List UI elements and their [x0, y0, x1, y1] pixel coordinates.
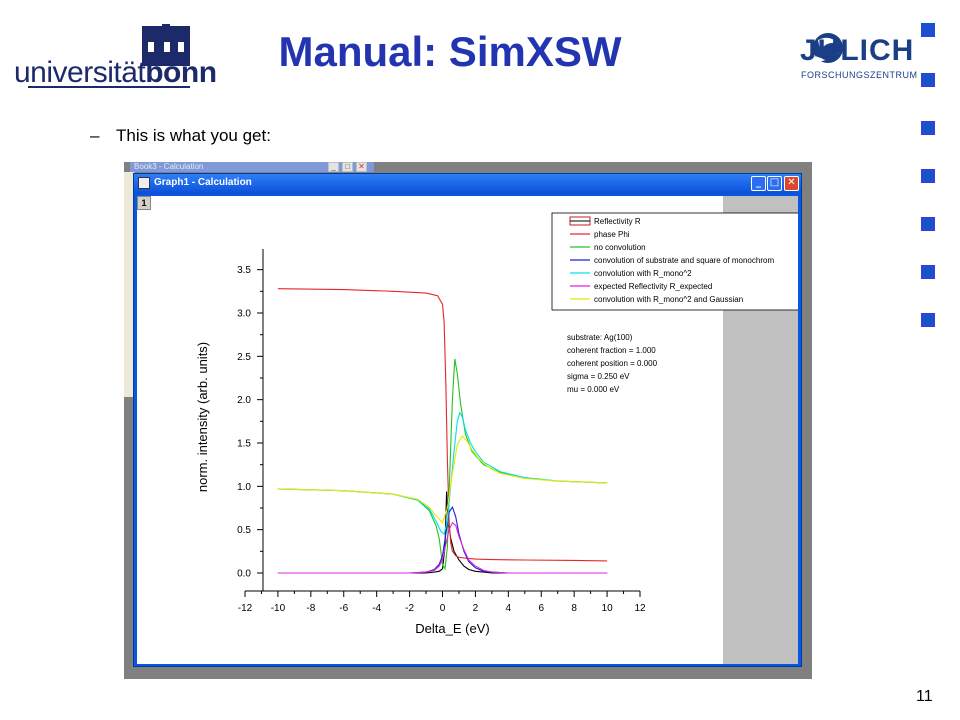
bonn-logo-suffix: bonn [145, 56, 217, 89]
bonn-logo-prefix: universität [14, 56, 146, 89]
close-button[interactable]: ✕ [784, 176, 799, 191]
back-window-title: Book3 - Calculation [134, 162, 204, 171]
series-line-6 [277, 521, 608, 574]
back-close-button[interactable]: ✕ [356, 162, 367, 172]
plot-area: -12 -10 -8 -6 -4 -2 0 2 4 6 8 10 12 0.0 0.5 1.0 1.5 2.0 2.… [195, 212, 798, 636]
x-tick-label: -4 [372, 603, 381, 614]
annotation-line: mu = 0.000 eV [567, 385, 620, 394]
decor-square [921, 73, 935, 87]
legend-label: convolution of substrate and square of m… [594, 256, 774, 265]
x-tick-label: 12 [634, 603, 646, 614]
annotation-line: coherent position = 0.000 [567, 359, 658, 368]
decor-square [921, 121, 935, 135]
y-tick-label: 1.0 [237, 482, 251, 493]
x-tick-label: 10 [602, 603, 614, 614]
julich-logo-name: JÜLICH [800, 34, 915, 67]
x-tick-label: -6 [339, 603, 348, 614]
graph-window: Graph1 - Calculation _ □ ✕ -12 -10 -8 -6 -4-… [133, 173, 802, 667]
series-line-7 [277, 435, 608, 524]
x-tick-label: 6 [538, 603, 544, 614]
back-window-titlebar[interactable]: Book3 - Calculation _ □ ✕ [130, 162, 374, 172]
legend-label: convolution with R_mono^2 [594, 269, 692, 278]
maximize-button[interactable]: □ [767, 176, 782, 191]
graph-window-titlebar[interactable]: Graph1 - Calculation _ □ ✕ [134, 174, 801, 194]
decor-square [921, 169, 935, 183]
decor-square [921, 217, 935, 231]
x-tick-label: -8 [306, 603, 315, 614]
legend-label: expected Reflectivity R_expected [594, 282, 712, 291]
series-line-1 [277, 491, 608, 574]
legend-label: Reflectivity R [594, 217, 641, 226]
annotation-line: sigma = 0.250 eV [567, 372, 630, 381]
x-tick-label: 0 [440, 603, 446, 614]
x-tick-label: -12 [238, 603, 253, 614]
julich-logo-icon [813, 33, 843, 63]
annotation-line: coherent fraction = 1.000 [567, 346, 656, 355]
x-tick-label: -10 [271, 603, 286, 614]
series-line-3 [277, 358, 608, 571]
x-tick-label: -2 [405, 603, 414, 614]
page-title: Manual: SimXSW [278, 28, 622, 75]
minimize-button[interactable]: _ [751, 176, 766, 191]
x-tick-label: 4 [506, 603, 512, 614]
x-tick-label: 2 [473, 603, 479, 614]
y-tick-label: 0.0 [237, 569, 251, 580]
legend-box [551, 212, 798, 311]
y-tick-label: 3.0 [237, 309, 251, 320]
layer-tab[interactable]: 1 [137, 196, 151, 210]
legend-label: no convolution [594, 243, 646, 252]
series-line-5 [277, 411, 608, 535]
y-tick-label: 0.5 [237, 525, 251, 536]
legend-label: phase Phi [594, 230, 630, 239]
bonn-logo-text: universitätbonn [14, 56, 217, 90]
decor-square [921, 23, 935, 37]
series-line-2 [277, 288, 608, 562]
x-tick-label: 8 [571, 603, 577, 614]
graph-canvas[interactable]: -12 -10 -8 -6 -4 -2 0 2 4 6 8 10 12 0.0 0.5 1.0 1.5 2.0 2.… [137, 196, 798, 664]
legend-label: convolution with R_mono^2 and Gaussian [594, 295, 743, 304]
graph-window-icon [138, 177, 150, 189]
bullet-text: This is what you get: [116, 126, 271, 145]
x-axis-label: Delta_E (eV) [415, 621, 489, 636]
decor-square [921, 265, 935, 279]
back-minimize-button[interactable]: _ [328, 162, 339, 172]
y-tick-label: 2.0 [237, 395, 251, 406]
decor-square [921, 313, 935, 327]
y-tick-label: 1.5 [237, 439, 251, 450]
julich-logo-sub: FORSCHUNGSZENTRUM [801, 70, 918, 80]
page-number: 11 [916, 688, 933, 705]
bullet-dash: – [90, 126, 100, 145]
y-tick-label: 2.5 [237, 352, 251, 363]
series-line-4 [277, 505, 608, 574]
back-maximize-button[interactable]: □ [342, 162, 353, 172]
university-bonn-logo [28, 24, 190, 88]
y-tick-label: 3.5 [237, 265, 251, 276]
y-axis-label: norm. intensity (arb. units) [195, 342, 210, 492]
graph-window-title: Graph1 - Calculation [154, 177, 252, 188]
annotation-line: substrate: Ag(100) [567, 333, 633, 342]
